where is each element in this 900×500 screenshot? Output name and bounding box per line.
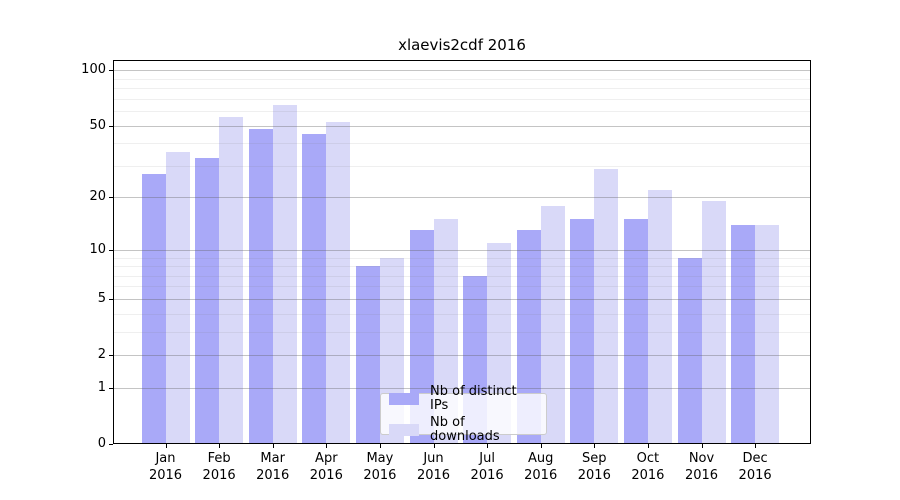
bar-distinct-ips-dec — [731, 224, 756, 444]
gridline-minor-60 — [113, 111, 811, 113]
x-tick-label-sep: Sep 2016 — [577, 451, 611, 483]
legend-item-downloads: Nb of downloads — [389, 414, 538, 444]
chart-title: xlaevis2cdf 2016 — [398, 36, 526, 54]
y-tick-label-0: 0 — [97, 436, 106, 451]
bar-downloads-mar — [272, 104, 297, 444]
bar-downloads-oct — [647, 190, 672, 444]
x-tick-may — [379, 444, 381, 448]
x-tick-oct — [647, 444, 649, 448]
x-tick-apr — [326, 444, 328, 448]
x-tick-dec — [755, 444, 757, 448]
y-tick-20 — [109, 197, 113, 199]
x-tick-label-mar: Mar 2016 — [256, 451, 290, 483]
bar-downloads-nov — [701, 201, 726, 444]
x-tick-label-oct: Oct 2016 — [631, 451, 665, 483]
y-tick-100 — [109, 70, 113, 72]
y-tick-1 — [109, 387, 113, 389]
gridline-minor-70 — [113, 98, 811, 100]
gridline-minor-80 — [113, 88, 811, 90]
legend-swatch-downloads — [389, 423, 419, 436]
x-tick-label-aug: Aug 2016 — [524, 451, 558, 483]
x-tick-jun — [433, 444, 435, 448]
gridlines-layer — [113, 60, 811, 444]
gridline-major-10 — [113, 249, 811, 251]
gridline-major-20 — [113, 197, 811, 199]
y-tick-2 — [109, 355, 113, 357]
bar-distinct-ips-oct — [623, 219, 648, 444]
x-tick-label-feb: Feb 2016 — [202, 451, 236, 483]
x-tick-nov — [701, 444, 703, 448]
x-tick-label-nov: Nov 2016 — [684, 451, 719, 483]
gridline-major-50 — [113, 125, 811, 127]
bar-downloads-feb — [219, 116, 244, 444]
gridline-minor-9 — [113, 257, 811, 259]
x-tick-label-jun: Jun 2016 — [416, 451, 451, 483]
legend: Nb of distinct IPs Nb of downloads — [380, 384, 547, 443]
bar-downloads-jan — [165, 151, 190, 444]
gridline-major-5 — [113, 298, 811, 300]
gridline-major-100 — [113, 70, 811, 72]
y-tick-5 — [109, 298, 113, 300]
y-tick-50 — [109, 125, 113, 127]
bar-downloads-sep — [594, 168, 619, 444]
y-tick-label-100: 100 — [81, 62, 106, 78]
y-tick-label-10: 10 — [89, 241, 106, 257]
legend-label-downloads: Nb of downloads — [430, 414, 500, 444]
bar-downloads-apr — [326, 122, 351, 444]
x-tick-aug — [540, 444, 542, 448]
y-tick-10 — [109, 249, 113, 251]
legend-swatch-distinct-ips — [389, 392, 419, 405]
bar-distinct-ips-nov — [677, 257, 702, 444]
y-tick-label-5: 5 — [97, 290, 106, 306]
gridline-minor-8 — [113, 266, 811, 268]
gridline-minor-40 — [113, 143, 811, 145]
x-tick-label-jan: Jan 2016 — [148, 451, 183, 483]
y-tick-0 — [109, 444, 113, 445]
gridline-minor-30 — [113, 165, 811, 167]
gridline-minor-3 — [113, 331, 811, 333]
bar-distinct-ips-apr — [302, 133, 327, 444]
x-tick-label-apr: Apr 2016 — [309, 451, 343, 483]
gridline-minor-90 — [113, 78, 811, 80]
x-tick-label-jul: Jul 2016 — [470, 451, 504, 483]
bar-distinct-ips-sep — [570, 219, 595, 444]
gridline-major-1 — [113, 387, 811, 389]
gridline-minor-4 — [113, 313, 811, 315]
x-tick-sep — [594, 444, 596, 448]
x-tick-jul — [487, 444, 489, 448]
gridline-minor-6 — [113, 286, 811, 288]
x-tick-feb — [219, 444, 221, 448]
gridline-major-2 — [113, 355, 811, 357]
bar-distinct-ips-may — [355, 266, 380, 444]
x-tick-jan — [165, 444, 167, 448]
legend-label-distinct-ips: Nb of distinct IPs — [430, 383, 517, 413]
x-tick-label-dec: Dec 2016 — [738, 451, 772, 483]
x-tick-mar — [272, 444, 274, 448]
plot-area: Nb of distinct IPs Nb of downloads — [113, 60, 811, 444]
y-tick-label-50: 50 — [89, 117, 106, 133]
bar-downloads-dec — [755, 224, 780, 444]
y-tick-label-20: 20 — [89, 189, 106, 205]
bar-distinct-ips-feb — [195, 158, 220, 444]
y-tick-label-1: 1 — [97, 379, 106, 395]
y-tick-label-2: 2 — [97, 347, 106, 363]
bar-distinct-ips-jan — [141, 174, 166, 444]
legend-item-distinct-ips: Nb of distinct IPs — [389, 383, 538, 413]
bar-distinct-ips-mar — [248, 128, 273, 444]
gridline-minor-7 — [113, 275, 811, 277]
x-tick-label-may: May 2016 — [363, 451, 397, 483]
